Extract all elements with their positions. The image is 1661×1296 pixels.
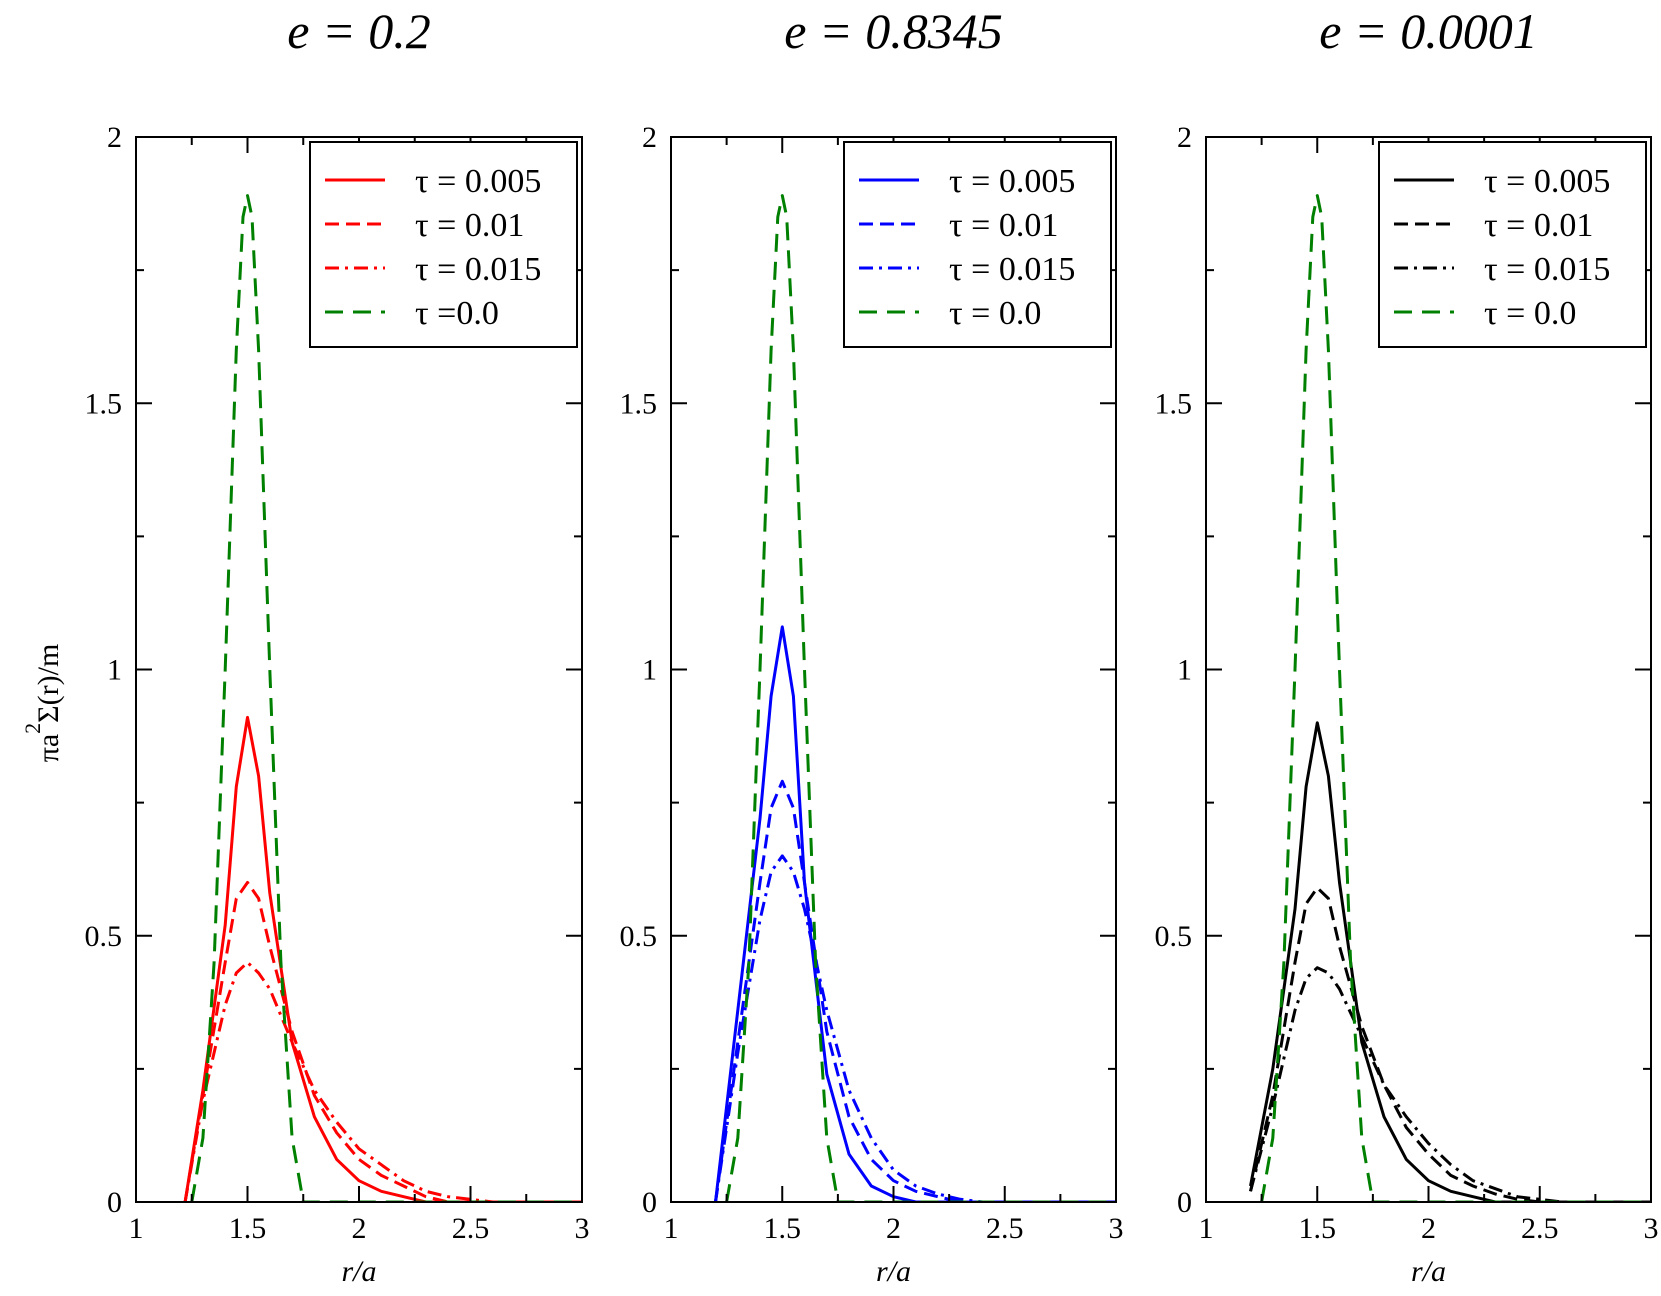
series-line-2 xyxy=(1249,886,1651,1202)
y-tick-label: 0.5 xyxy=(1155,920,1193,953)
y-axis-label-suffix: Σ(r)/m xyxy=(32,644,65,723)
x-tick-label: 3 xyxy=(1644,1212,1659,1245)
legend-label-4: τ = 0.0 xyxy=(1484,295,1576,332)
y-tick-label: 1.5 xyxy=(85,387,123,420)
legend: τ = 0.005 τ = 0.01 τ = 0.015 τ =0.0 xyxy=(309,141,578,348)
x-tick-label: 1.5 xyxy=(764,1212,802,1245)
series-line-4 xyxy=(725,194,1116,1202)
legend-label-4: τ =0.0 xyxy=(415,295,499,332)
legend-label-2: τ = 0.01 xyxy=(1484,207,1593,244)
x-tick-label: 2.5 xyxy=(452,1212,490,1245)
x-tick-label: 2 xyxy=(886,1212,901,1245)
y-tick-label: 0.5 xyxy=(620,920,658,953)
series-line-3 xyxy=(714,854,1116,1202)
x-tick-label: 3 xyxy=(575,1212,590,1245)
series-line-2 xyxy=(714,779,1116,1202)
y-axis-label-prefix: πa xyxy=(32,734,65,762)
chart-panel-3: e = 0.0001 1 1.5 2 2.5 3 0 0.5 1 1.5 2 r/a τ = 0.005… xyxy=(1155,3,1659,1288)
y-tick-label: 1 xyxy=(642,654,657,687)
y-tick-label: 1.5 xyxy=(1155,387,1193,420)
legend-label-3: τ = 0.015 xyxy=(415,251,541,288)
legend-label-3: τ = 0.015 xyxy=(949,251,1075,288)
legend-label-4: τ = 0.0 xyxy=(949,295,1041,332)
x-tick-label: 3 xyxy=(1109,1212,1124,1245)
y-tick-label: 0 xyxy=(642,1186,657,1219)
legend: τ = 0.005 τ = 0.01 τ = 0.015 τ = 0.0 xyxy=(1378,141,1647,348)
legend-label-3: τ = 0.015 xyxy=(1484,251,1610,288)
legend-label-1: τ = 0.005 xyxy=(1484,163,1610,200)
y-axis-label: πa2Σ(r)/m xyxy=(20,644,65,763)
y-tick-label: 0 xyxy=(1177,1186,1192,1219)
legend-label-2: τ = 0.01 xyxy=(949,207,1058,244)
legend-label-2: τ = 0.01 xyxy=(415,207,524,244)
x-tick-label: 2 xyxy=(352,1212,367,1245)
legend-label-1: τ = 0.005 xyxy=(949,163,1075,200)
legend-label-1: τ = 0.005 xyxy=(415,163,541,200)
series-line-4 xyxy=(1260,194,1651,1202)
series-line-3 xyxy=(183,960,582,1202)
x-axis-label: r/a xyxy=(876,1255,911,1288)
y-tick-label: 1 xyxy=(1177,654,1192,687)
x-tick-label: 2 xyxy=(1421,1212,1436,1245)
y-tick-label: 2 xyxy=(1177,121,1192,154)
x-tick-label: 2.5 xyxy=(986,1212,1024,1245)
x-tick-label: 1 xyxy=(129,1212,144,1245)
chart-title: e = 0.0001 xyxy=(1319,3,1537,59)
y-tick-label: 2 xyxy=(642,121,657,154)
y-tick-label: 1 xyxy=(107,654,122,687)
x-axis-label: r/a xyxy=(341,1255,376,1288)
series-line-3 xyxy=(1249,966,1651,1202)
x-tick-label: 1.5 xyxy=(1299,1212,1337,1245)
y-tick-label: 2 xyxy=(107,121,122,154)
y-tick-label: 0 xyxy=(107,1186,122,1219)
y-tick-label: 1.5 xyxy=(620,387,658,420)
x-tick-label: 2.5 xyxy=(1521,1212,1559,1245)
legend: τ = 0.005 τ = 0.01 τ = 0.015 τ = 0.0 xyxy=(843,141,1112,348)
x-tick-label: 1 xyxy=(664,1212,679,1245)
x-tick-label: 1.5 xyxy=(229,1212,267,1245)
y-axis-label-exponent: 2 xyxy=(20,723,45,734)
series-line-2 xyxy=(183,881,582,1202)
series-line-4 xyxy=(190,194,582,1202)
chart-title: e = 0.2 xyxy=(287,3,430,59)
chart-panel-2: e = 0.8345 1 1.5 2 2.5 3 0 0.5 1 1.5 2 r/a τ = 0.005… xyxy=(620,3,1124,1288)
y-tick-label: 0.5 xyxy=(85,920,123,953)
chart-title: e = 0.8345 xyxy=(784,3,1002,59)
x-axis-label: r/a xyxy=(1411,1255,1446,1288)
x-tick-label: 1 xyxy=(1199,1212,1214,1245)
